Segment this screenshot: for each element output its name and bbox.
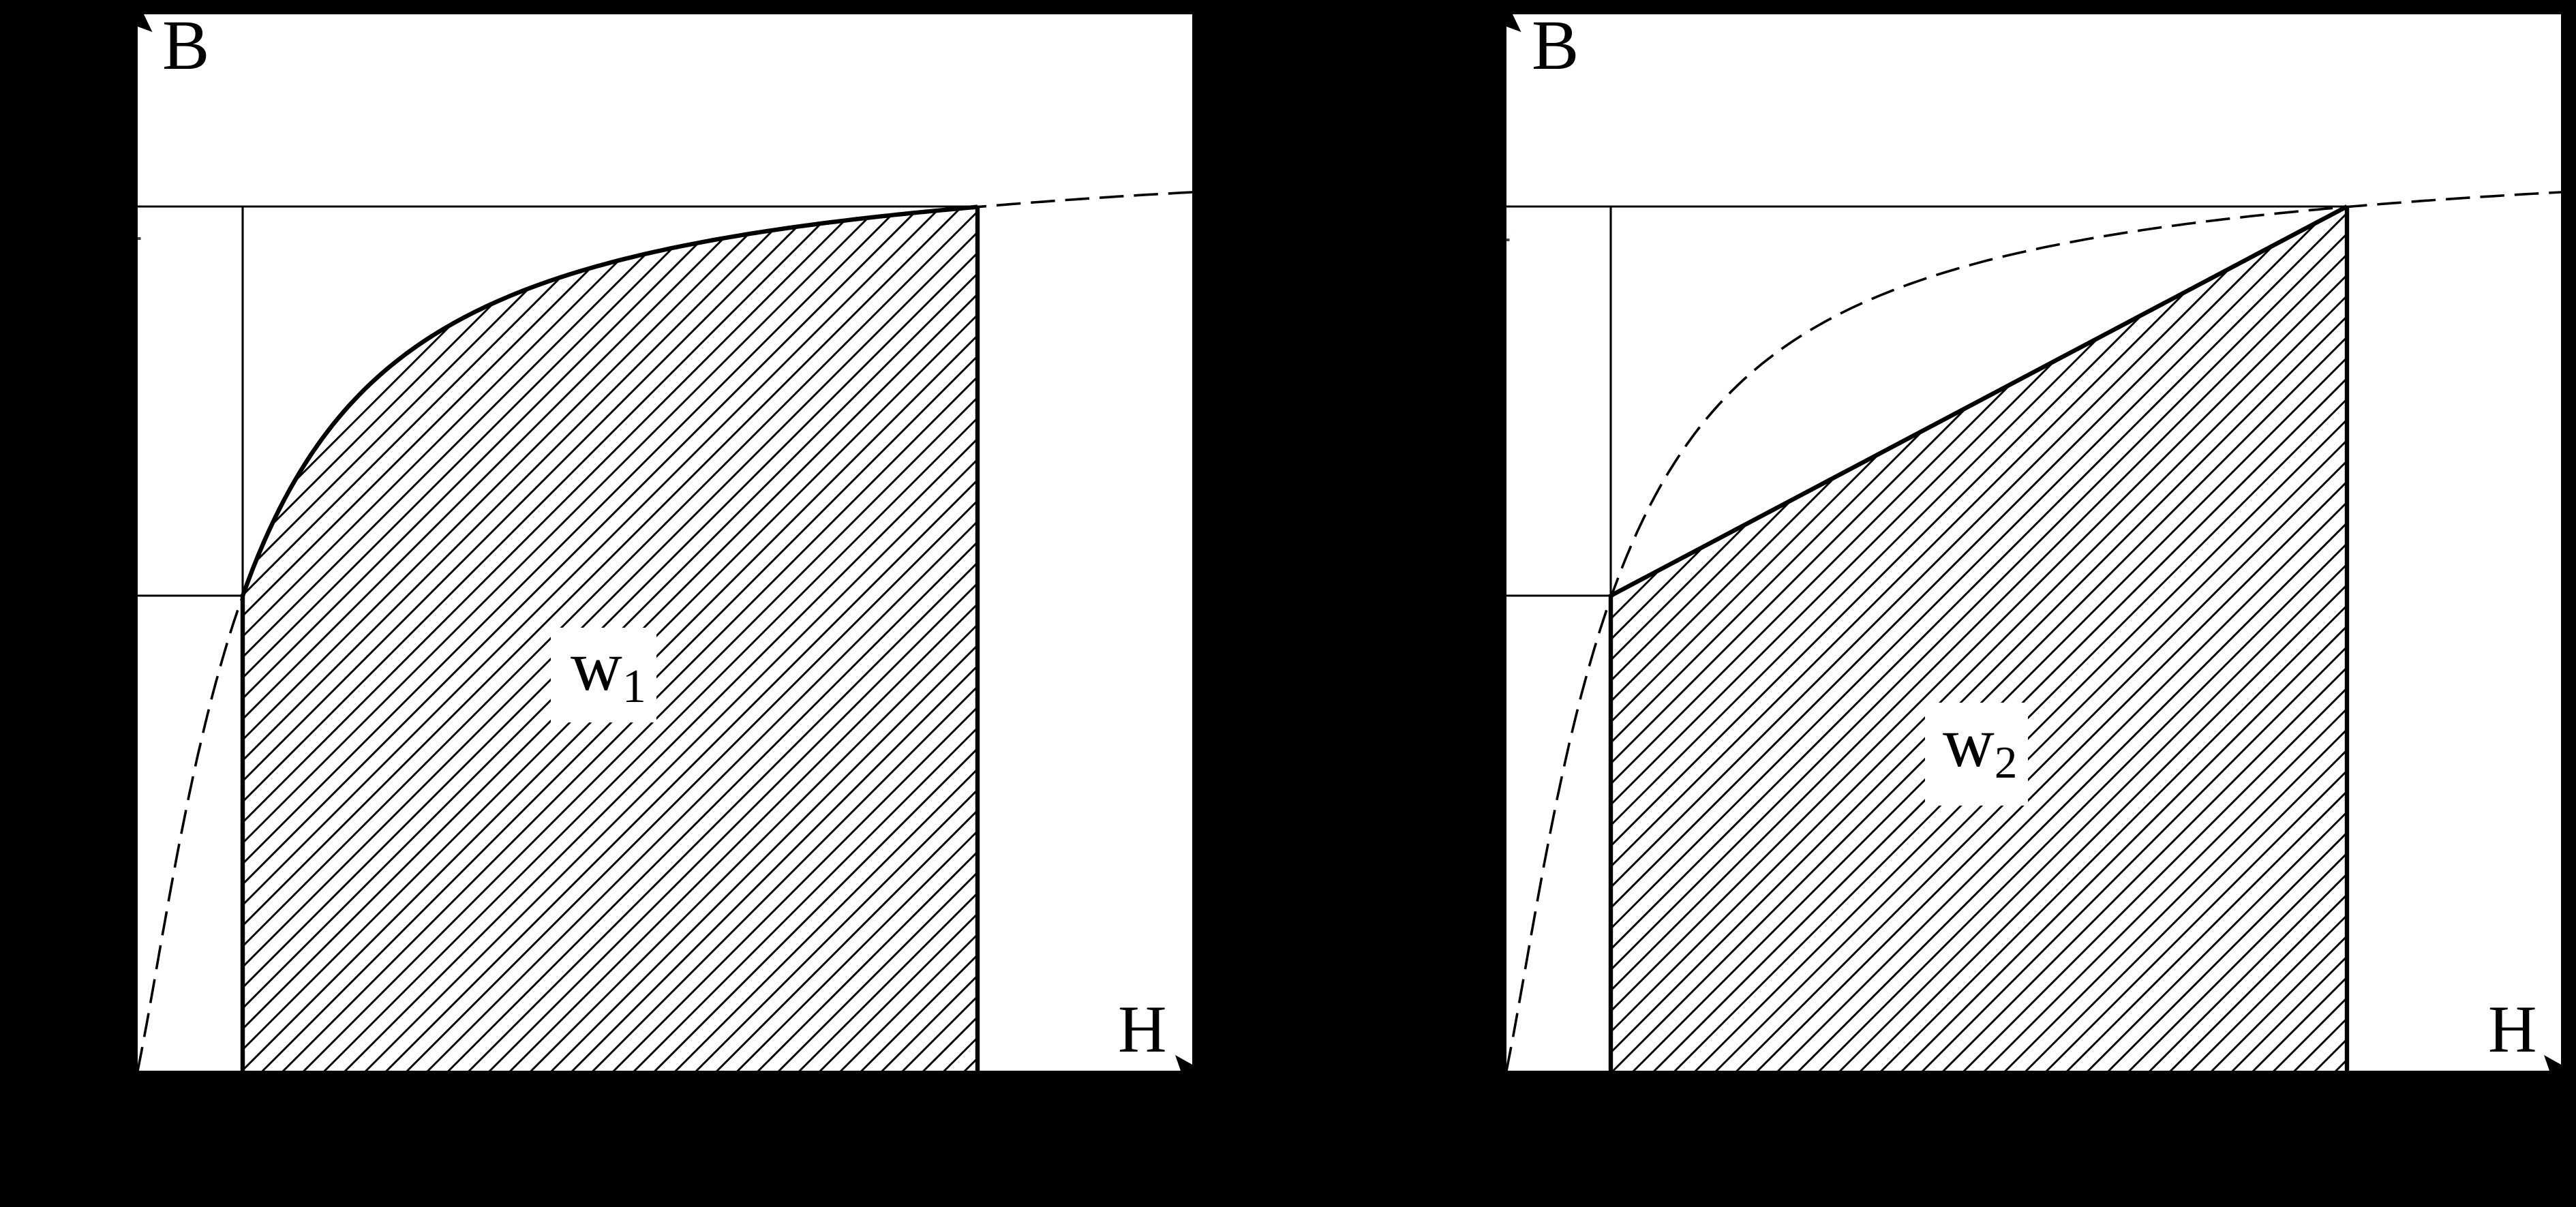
svg-text:B: B — [162, 6, 209, 85]
svg-text:H: H — [2488, 992, 2537, 1067]
svg-text:B: B — [1532, 6, 1579, 85]
svg-text:w2: w2 — [1943, 702, 2017, 788]
svg-text:H: H — [1118, 992, 1167, 1067]
